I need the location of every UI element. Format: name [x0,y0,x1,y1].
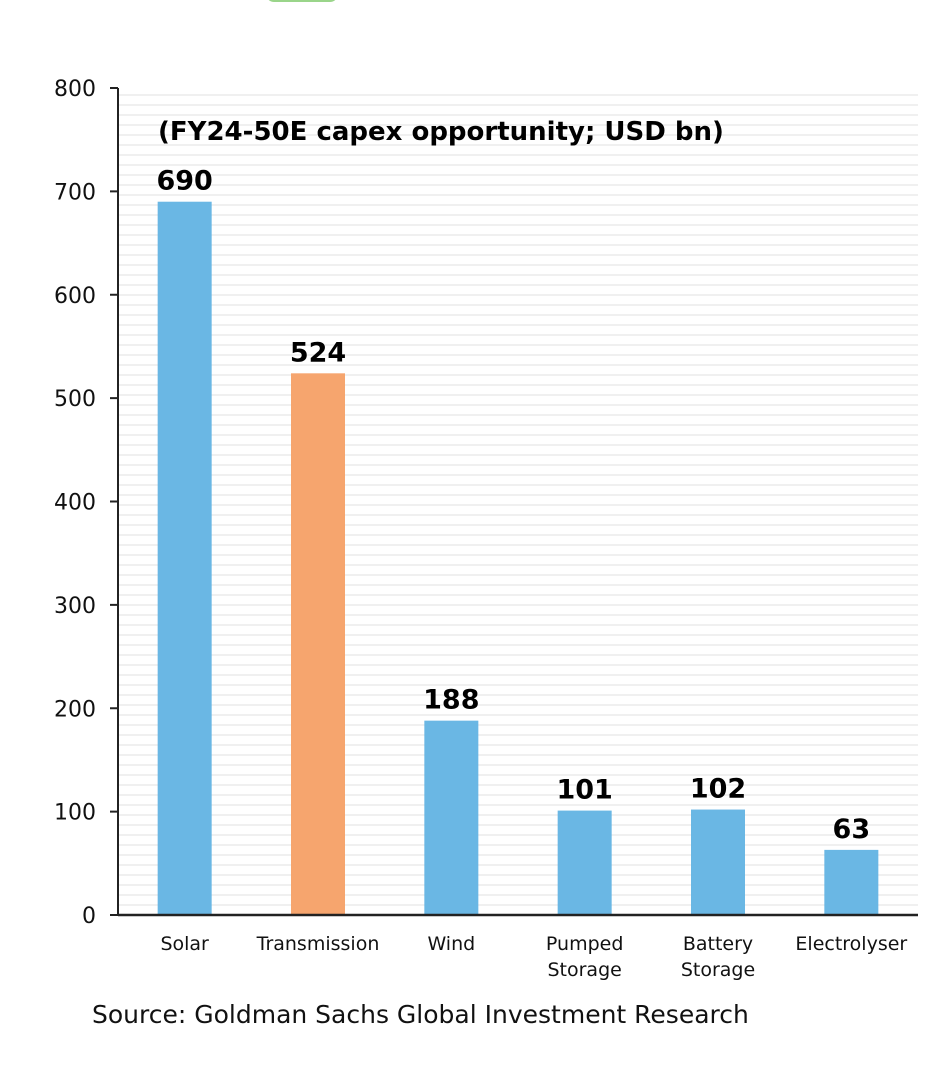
data-label: 63 [833,814,871,845]
data-label: 188 [423,685,479,716]
y-axis: 0 100 200 300 400 500 600 700 800 [54,77,119,929]
y-tick-label: 700 [54,180,96,205]
x-tick-label: Pumped Storage [546,933,623,981]
source-note: Source: Goldman Sachs Global Investment … [92,1000,749,1029]
bar [824,849,879,915]
top-green-tab [266,0,338,2]
bar-chart: 0 100 200 300 400 500 600 700 800 690 524 188 101 10… [54,77,918,981]
bar [291,373,345,915]
y-tick-label: 200 [54,697,96,722]
gridlines [118,94,918,906]
y-tick-label: 600 [54,284,96,309]
x-tick-label: Transmission [256,933,380,955]
bars [157,201,879,915]
bar [157,201,212,915]
bar [557,810,612,915]
x-tick-label: Electrolyser [795,933,907,955]
bar [424,720,479,915]
data-label: 690 [156,166,212,197]
data-label: 524 [290,337,346,368]
x-axis: Solar Transmission Wind Pumped Storage Batter… [118,913,918,981]
y-tick-label: 0 [82,904,96,929]
bar [691,809,745,915]
x-tick-label: Wind [427,933,475,955]
y-tick-label: 400 [54,491,96,516]
x-tick-label: Solar [160,933,209,955]
data-labels: 690 524 188 101 102 63 [156,166,870,845]
data-label: 102 [690,774,746,805]
y-tick-label: 500 [54,387,96,412]
y-tick-label: 100 [54,801,96,826]
y-tick-label: 800 [54,77,96,102]
data-label: 101 [556,775,612,806]
chart-title: (FY24-50E capex opportunity; USD bn) [158,117,724,147]
y-tick-label: 300 [54,594,96,619]
x-tick-label: Battery Storage [681,933,755,981]
